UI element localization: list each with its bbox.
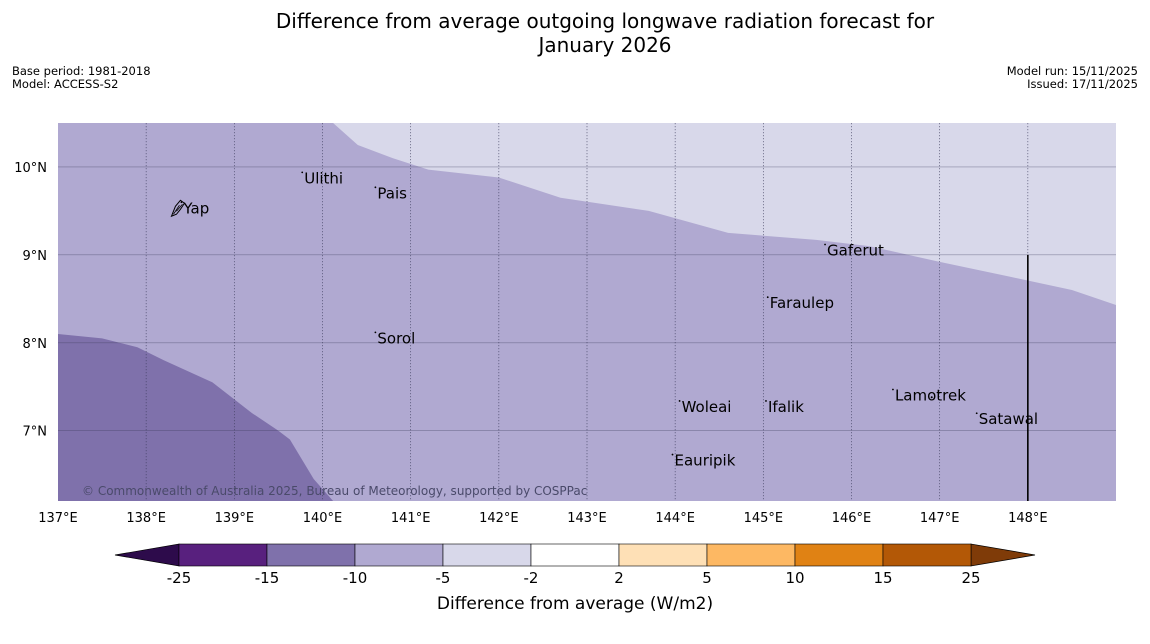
place-label-eauripik: Eauripik [675,452,736,470]
lat-tick-label: 7°N [23,425,48,440]
place-marker-faraulep [766,296,769,299]
place-marker-pais [374,186,377,189]
title-line-1: Difference from average outgoing longwav… [275,9,935,33]
legend-swatch [794,543,884,567]
place-label-sorol: Sorol [377,329,415,347]
issued-date: Issued: 17/11/2025 [1027,77,1138,91]
legend-extend-high [970,543,1036,567]
legend-tick-label: -25 [167,569,192,587]
lat-tick-label: 9°N [23,249,48,264]
lon-tick-label: 147°E [920,511,960,526]
place-marker-lamotrek [892,388,894,391]
legend-swatch [354,543,444,567]
place-label-yap: Yap [182,199,209,217]
place-marker-ulithi [301,171,304,174]
legend-tick-label: 10 [785,569,804,587]
legend-extend-low [114,543,180,567]
lon-tick-label: 138°E [126,511,166,526]
lat-tick-label: 10°N [14,161,47,176]
lat-tick-label: 8°N [23,337,48,352]
lon-tick-label: 144°E [655,511,695,526]
place-label-satawal: Satawal [979,410,1038,428]
anomaly-region-darker [58,334,334,501]
metadata-left: Base period: 1981-2018 Model: ACCESS-S2 [12,65,151,91]
place-marker-sorol [374,331,377,334]
model-run: Model run: 15/11/2025 [1006,64,1138,78]
yap-island-outline [170,199,186,218]
legend-swatch [442,543,532,567]
copyright-notice: © Commonwealth of Australia 2025, Bureau… [82,484,587,498]
lon-tick-label: 146°E [832,511,872,526]
legend-tick-label: -10 [343,569,368,587]
place-label-ulithi: Ulithi [304,169,343,187]
lon-tick-label: 142°E [479,511,519,526]
legend-swatch [266,543,356,567]
page-title: Difference from average outgoing longwav… [200,9,1010,57]
place-label-woleai: Woleai [682,398,732,416]
legend-swatch [178,543,268,567]
place-marker-woleai [678,400,681,402]
place-label-ifalik: Ifalik [768,398,804,416]
place-marker-satawal [975,412,978,415]
place-marker-ifalik [765,400,767,402]
legend-tick-label: 25 [961,569,980,587]
lon-tick-label: 140°E [303,511,343,526]
lon-tick-label: 141°E [391,511,431,526]
legend-swatch [530,543,620,567]
islet-marker [930,396,933,399]
place-label-gaferut: Gaferut [827,241,884,259]
place-marker-gaferut [824,243,826,246]
legend-tick-label: 2 [614,569,624,587]
legend-title: Difference from average (W/m2) [436,594,714,614]
metadata-right: Model run: 15/11/2025 Issued: 17/11/2025 [1007,65,1138,91]
place-marker-eauripik [671,453,674,456]
place-label-faraulep: Faraulep [770,294,834,312]
place-marker-yap [180,201,183,204]
base-period: Base period: 1981-2018 [12,64,151,78]
legend-tick-label: -2 [524,569,539,587]
legend-tick-label: -15 [255,569,280,587]
legend-tick-label: 15 [873,569,892,587]
lon-tick-label: 137°E [38,511,78,526]
legend-swatch [706,543,796,567]
lon-tick-label: 148°E [1008,511,1048,526]
lon-tick-label: 143°E [567,511,607,526]
anomaly-region-lighter [333,123,1116,305]
place-label-lamotrek: Lamotrek [895,387,966,405]
lon-tick-label: 139°E [215,511,255,526]
yap-island-detail [173,204,183,215]
legend-swatch [882,543,972,567]
legend-tick-label: 5 [702,569,712,587]
lon-tick-label: 145°E [744,511,784,526]
place-label-pais: Pais [377,184,407,202]
legend-tick-label: -5 [436,569,451,587]
title-line-2: January 2026 [538,33,672,57]
model-name: Model: ACCESS-S2 [12,77,119,91]
legend-swatch [618,543,708,567]
